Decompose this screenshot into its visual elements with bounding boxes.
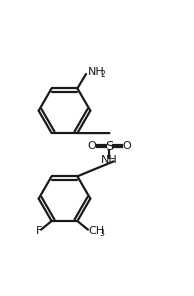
Text: NH: NH [101,155,118,165]
Text: 2: 2 [100,70,105,79]
Text: O: O [87,141,96,151]
Text: CH: CH [88,226,105,236]
Text: 3: 3 [99,229,104,238]
Text: S: S [105,140,114,152]
Text: F: F [35,226,42,236]
Text: O: O [123,141,131,151]
Text: NH: NH [87,67,104,77]
